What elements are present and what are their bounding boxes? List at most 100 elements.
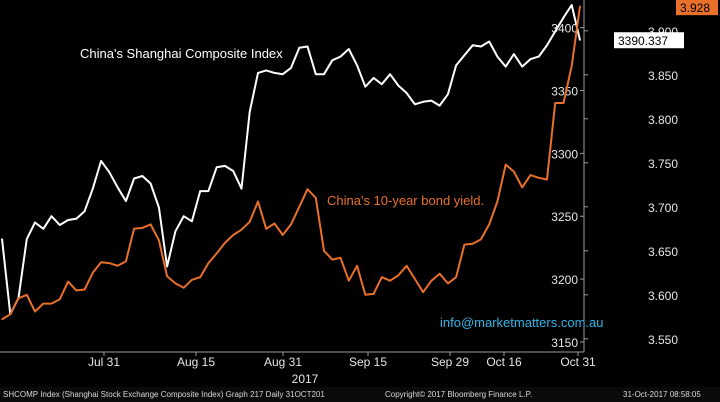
- bond-yield-point: [191, 279, 193, 281]
- bond-yield-point: [67, 281, 69, 283]
- shanghai-index-point: [439, 105, 441, 107]
- shanghai-index-point: [414, 103, 416, 105]
- x-tick-label: Sep 15: [349, 355, 387, 369]
- bond-yield-point: [488, 223, 490, 225]
- footer-copyright: Copyright© 2017 Bloomberg Finance L.P.: [385, 390, 533, 399]
- shanghai-index-point: [191, 220, 193, 222]
- right-tick-label: 3.550: [648, 333, 678, 347]
- shanghai-index-point: [100, 160, 102, 162]
- shanghai-index-point: [224, 165, 226, 167]
- series-label-shanghai: China's Shanghai Composite Index: [80, 46, 283, 61]
- bond-yield-point: [348, 280, 350, 282]
- status-footer: SHCOMP Index (Shanghai Stock Exchange Co…: [0, 387, 720, 402]
- bond-yield-point: [505, 164, 507, 166]
- bond-yield-point: [117, 265, 119, 267]
- shanghai-index-point: [232, 170, 234, 172]
- bond-yield-point: [306, 188, 309, 190]
- shanghai-index-point: [397, 84, 399, 87]
- shanghai-index-point: [306, 45, 309, 48]
- bond-yield-point: [265, 228, 267, 230]
- bond-yield-point: [216, 252, 218, 254]
- bond-yield-point: [108, 262, 110, 264]
- footer-timestamp: 31-Oct-2017 08:58:05: [623, 390, 701, 399]
- right-tick-label: 3.700: [648, 201, 678, 215]
- bond-yield-point: [59, 298, 61, 300]
- last-value-labels: 3390.337 3.928: [614, 0, 718, 49]
- shanghai-index-point: [529, 58, 532, 60]
- shanghai-index-point: [1, 238, 3, 240]
- shanghai-index-point: [356, 64, 358, 66]
- bond-yield-point: [430, 280, 432, 282]
- shanghai-index-point: [348, 48, 350, 50]
- footer-index-info: SHCOMP Index (Shanghai Stock Exchange Co…: [3, 390, 325, 399]
- shanghai-index-point: [455, 64, 457, 66]
- bond-yield-point: [133, 228, 135, 230]
- bond-yield-point: [42, 303, 44, 305]
- shanghai-index-point: [463, 54, 465, 56]
- bond-yield-point: [538, 177, 540, 179]
- left-tick-label: 3350: [551, 85, 578, 99]
- bond-yield-point: [455, 276, 457, 278]
- bond-yield-point: [17, 297, 20, 299]
- shanghai-index-point: [496, 56, 498, 58]
- shanghai-index-point: [133, 177, 135, 180]
- bond-yield-point: [282, 234, 284, 236]
- bond-yield-point: [257, 200, 259, 203]
- shanghai-index-point: [364, 86, 366, 88]
- shanghai-index-point: [42, 228, 44, 230]
- shanghai-index-point: [117, 186, 119, 188]
- series-lines: [1, 4, 581, 321]
- x-tick-label: Sep 29: [431, 355, 469, 369]
- shanghai-index-point: [562, 17, 565, 19]
- bond-yield-point: [364, 294, 366, 296]
- shanghai-index-point: [505, 66, 507, 68]
- left-tick-label: 3300: [551, 147, 578, 161]
- left-tick-label: 3200: [551, 273, 578, 287]
- shanghai-index-point: [323, 73, 325, 75]
- bond-yield-point: [166, 275, 168, 277]
- shanghai-index-point: [257, 72, 259, 74]
- shanghai-index-point: [571, 4, 573, 6]
- shanghai-index-point: [125, 200, 127, 202]
- bond-yield-point: [315, 197, 317, 199]
- left-tick-label: 3250: [551, 210, 578, 224]
- shanghai-index-point: [141, 175, 143, 177]
- shanghai-index-point: [108, 171, 110, 173]
- shanghai-index-point: [298, 47, 300, 49]
- shanghai-index-point: [166, 265, 168, 268]
- bond-yield-point: [224, 242, 226, 244]
- bond-yield-point: [414, 278, 416, 280]
- bond-yield-point: [207, 262, 209, 264]
- bond-yield-point: [125, 260, 127, 262]
- bond-yield-point: [439, 273, 441, 275]
- left-tick-label: 3150: [551, 336, 578, 350]
- shanghai-last-value-box: [614, 32, 684, 49]
- shanghai-index-point: [273, 72, 276, 74]
- x-axis-year-label: 2017: [292, 372, 319, 386]
- bond-yield-point: [331, 259, 333, 261]
- shanghai-index-point: [480, 45, 482, 48]
- chart-background: [0, 0, 720, 387]
- right-tick-label: 3.850: [648, 69, 678, 83]
- bond-yield-point: [158, 239, 160, 241]
- bond-yield-point: [323, 250, 325, 252]
- left-tick-label: 3400: [551, 22, 578, 36]
- x-axis-ticks: Jul 31 Aug 15 Aug 31 Sep 15 Sep 29 Oct 16 Oct …: [88, 352, 596, 369]
- bond-yield-point: [92, 272, 94, 274]
- right-tick-label: 3.750: [648, 157, 678, 171]
- bond-yield-point: [9, 313, 11, 315]
- shanghai-index-point: [315, 73, 317, 75]
- bond-yield-point: [339, 257, 342, 259]
- bond-yield-point: [298, 206, 300, 208]
- x-tick-label: Aug 31: [264, 355, 302, 369]
- gridlines: [0, 0, 585, 353]
- email-annotation: info@marketmatters.com.au: [440, 315, 603, 330]
- shanghai-index-point: [521, 66, 523, 68]
- shanghai-index-point: [579, 39, 581, 41]
- bond-yield-point: [397, 274, 399, 276]
- bond-yield-point: [463, 244, 465, 246]
- shanghai-index-point: [554, 30, 556, 32]
- bond-yield-point: [447, 282, 449, 284]
- bond-yield-last-value-box: [676, 0, 718, 16]
